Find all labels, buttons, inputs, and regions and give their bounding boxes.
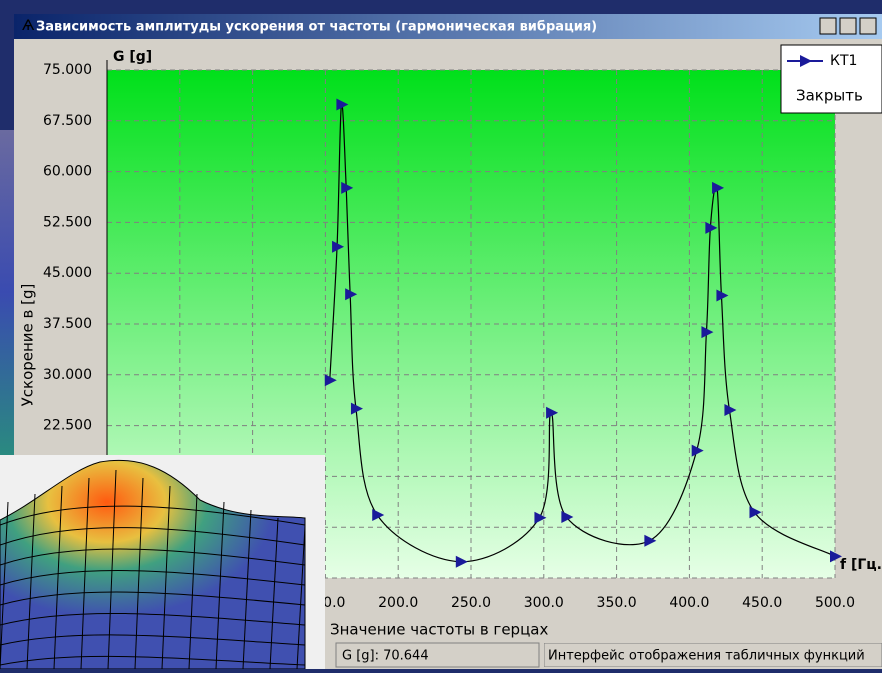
y-tick-label: 37.500	[43, 316, 92, 332]
status-info-panel: Интерфейс отображения табличных функций	[544, 643, 882, 667]
x-unit: f [Гц.]	[840, 557, 882, 573]
app-icon: Ѧ	[22, 18, 35, 34]
window-title: Зависимость амплитуды ускорения от часто…	[36, 20, 597, 35]
x-tick-label: 500.0	[815, 595, 855, 611]
x-tick-label: 250.0	[451, 595, 491, 611]
minimize-button[interactable]	[820, 18, 836, 34]
status-info: Интерфейс отображения табличных функций	[548, 649, 865, 664]
y-axis-title: Ускорение в [g]	[19, 284, 37, 407]
x-tick-label: 350.0	[597, 595, 637, 611]
y-unit: G [g]	[113, 49, 152, 65]
x-tick-label: 400.0	[669, 595, 709, 611]
x-tick-label: 200.0	[378, 595, 418, 611]
page: Ѧ Зависимость амплитуды ускорения от час…	[0, 0, 882, 669]
x-tick-label: 450.0	[742, 595, 782, 611]
y-tick-label: 30.000	[43, 367, 92, 383]
legend-close[interactable]: Закрыть	[796, 87, 863, 105]
screen: Ѧ Зависимость амплитуды ускорения от час…	[0, 0, 882, 669]
legend-label: КТ1	[830, 53, 857, 69]
close-button[interactable]	[860, 18, 876, 34]
y-tick-label: 52.500	[43, 214, 92, 230]
y-tick-label: 75.000	[43, 62, 92, 78]
y-tick-label: 67.500	[43, 113, 92, 129]
y-tick-label: 60.000	[43, 164, 92, 180]
y-tick-label: 45.000	[43, 265, 92, 281]
x-axis-title: Значение частоты в герцах	[330, 621, 548, 639]
background-panel	[0, 130, 14, 455]
surface-image	[0, 455, 325, 669]
y-tick-label: 22.500	[43, 418, 92, 434]
status-value: G [g]: 70.644	[342, 649, 429, 664]
x-tick-label: 300.0	[524, 595, 564, 611]
maximize-button[interactable]	[840, 18, 856, 34]
